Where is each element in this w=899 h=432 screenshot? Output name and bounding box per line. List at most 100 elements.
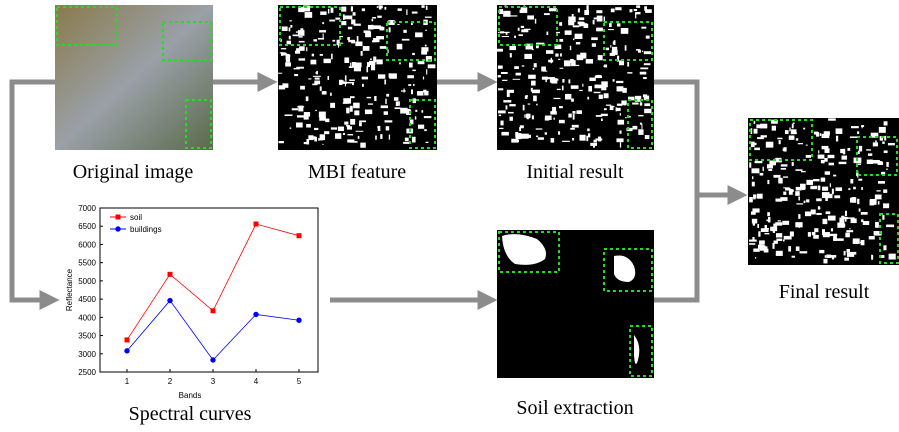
arrow: [654, 82, 697, 300]
speckle: [324, 59, 331, 63]
y-tick-label: 3500: [78, 332, 96, 341]
speckle: [367, 97, 371, 98]
speckle: [836, 128, 843, 134]
marker: [168, 272, 173, 277]
speckle: [784, 236, 792, 240]
speckle: [606, 105, 611, 106]
speckle: [609, 23, 612, 27]
speckle: [279, 141, 284, 143]
speckle: [824, 131, 830, 135]
speckle: [851, 126, 859, 128]
speckle: [502, 36, 509, 37]
speckle: [306, 47, 307, 51]
speckle: [403, 89, 404, 93]
speckle: [279, 85, 285, 89]
speckle: [839, 218, 844, 223]
speckle: [319, 117, 326, 121]
speckle: [386, 126, 389, 130]
speckle: [617, 23, 620, 26]
speckle: [810, 186, 817, 189]
speckle: [516, 73, 521, 76]
speckle: [359, 122, 362, 126]
speckle: [401, 90, 406, 91]
speckle: [571, 85, 579, 89]
speckle: [545, 116, 552, 120]
speckle: [558, 59, 560, 60]
speckle: [859, 208, 861, 211]
speckle: [413, 84, 415, 86]
speckle: [498, 66, 503, 69]
speckle: [370, 58, 372, 60]
y-tick-label: 6000: [78, 240, 96, 249]
speckle: [861, 187, 863, 190]
speckle: [808, 232, 811, 237]
speckle: [500, 121, 503, 126]
speckle: [823, 259, 827, 264]
speckle: [586, 5, 588, 10]
y-tick-label: 6500: [78, 222, 96, 231]
speckle: [594, 85, 601, 89]
speckle: [353, 103, 360, 109]
speckle: [847, 253, 854, 257]
speckle: [889, 254, 896, 260]
speckle: [398, 8, 402, 10]
speckle: [886, 162, 888, 167]
speckle: [313, 76, 321, 77]
speckle: [498, 32, 499, 33]
speckle: [381, 105, 388, 108]
speckle: [796, 203, 803, 204]
speckle: [850, 198, 852, 203]
speckle: [421, 110, 423, 113]
speckle: [304, 112, 310, 116]
speckle: [341, 7, 346, 12]
speckle: [640, 72, 647, 75]
speckle: [847, 148, 850, 151]
speckle: [621, 28, 629, 34]
speckle: [319, 30, 326, 32]
speckle: [806, 180, 813, 185]
speckle: [760, 173, 764, 176]
speckle: [499, 128, 503, 129]
speckle: [821, 178, 825, 182]
speckle: [519, 34, 523, 36]
speckle: [863, 221, 869, 225]
speckle: [619, 130, 621, 133]
speckle: [377, 6, 378, 8]
marker: [296, 318, 301, 323]
speckle: [759, 245, 761, 246]
speckle: [593, 20, 595, 24]
node-label: Final result: [779, 281, 870, 303]
x-tick-label: 2: [168, 377, 173, 386]
speckle: [380, 134, 382, 139]
speckle: [406, 9, 407, 15]
y-axis-label: Reflectance: [65, 268, 74, 311]
y-tick-label: 3000: [78, 350, 96, 359]
speckle: [839, 162, 847, 164]
speckle: [888, 143, 895, 145]
speckle: [796, 187, 802, 191]
speckle: [638, 115, 643, 116]
speckle: [788, 246, 791, 251]
speckle: [570, 128, 575, 130]
speckle: [754, 148, 760, 151]
speckle: [356, 131, 364, 132]
speckle: [870, 199, 877, 205]
speckle: [781, 168, 786, 170]
speckle: [851, 218, 857, 223]
speckle: [545, 77, 546, 83]
speckle: [346, 125, 350, 126]
speckle: [760, 124, 767, 129]
speckle: [348, 40, 354, 42]
speckle: [644, 103, 650, 106]
speckle: [547, 77, 555, 79]
speckle: [425, 30, 427, 31]
speckle: [596, 28, 603, 32]
speckle: [559, 39, 563, 42]
speckle: [875, 222, 879, 228]
speckle: [535, 19, 536, 24]
speckle: [757, 194, 763, 199]
speckle: [552, 107, 556, 112]
speckle: [310, 60, 316, 65]
speckle: [861, 212, 868, 215]
speckle: [843, 149, 845, 155]
